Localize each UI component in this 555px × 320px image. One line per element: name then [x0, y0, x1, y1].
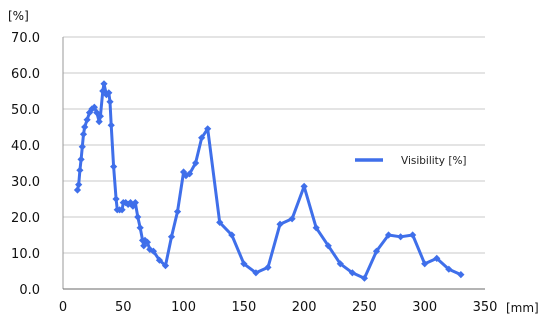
data-point-marker [372, 247, 381, 255]
data-point-marker [348, 269, 356, 277]
data-point-marker [95, 118, 103, 126]
data-point-marker [155, 256, 164, 264]
data-point-marker [288, 215, 296, 223]
legend: Visibility [%] [355, 155, 467, 167]
data-point-marker [81, 123, 89, 131]
x-tick-label: 250 [352, 300, 377, 315]
data-point-marker [360, 274, 369, 282]
data-point-marker [131, 199, 139, 207]
axis-layer: 0.0 10.0 20.0 30.0 40.0 50.0 60.0 70.0 0 50 100 150… [11, 31, 497, 315]
y-tick-label: 40.0 [11, 139, 40, 154]
data-point-marker [192, 159, 200, 167]
data-point-marker [134, 213, 142, 221]
data-point-marker [228, 231, 236, 239]
data-point-marker [118, 206, 126, 214]
data-point-marker [79, 130, 88, 138]
series-layer [73, 80, 465, 282]
data-point-marker [140, 242, 148, 250]
data-point-marker [83, 116, 91, 124]
data-point-marker [204, 125, 212, 133]
x-tick-label: 350 [473, 300, 498, 315]
data-point-marker [252, 269, 260, 277]
data-point-marker [73, 186, 82, 194]
x-tick-label: 200 [292, 300, 317, 315]
data-point-marker [397, 233, 405, 241]
data-point-marker [457, 271, 465, 279]
data-point-marker [106, 98, 114, 106]
data-point-marker [136, 224, 144, 232]
data-point-marker [186, 170, 194, 178]
data-point-marker [445, 265, 453, 273]
data-point-marker [143, 238, 151, 246]
data-point-marker [90, 103, 98, 111]
data-point-marker [433, 254, 441, 262]
y-tick-label: 70.0 [11, 31, 40, 46]
y-tick-label: 60.0 [11, 67, 40, 82]
data-point-marker [384, 231, 393, 239]
y-tick-label: 30.0 [11, 175, 40, 190]
data-point-marker [100, 80, 108, 88]
data-point-marker [77, 155, 85, 163]
data-point-marker [312, 224, 320, 232]
y-tick-label: 10.0 [11, 247, 40, 262]
data-point-marker [264, 263, 272, 271]
y-axis-unit: [%] [8, 9, 29, 23]
data-point-marker [198, 134, 206, 142]
x-tick-label: 300 [412, 300, 437, 315]
x-tick-label: 0 [59, 300, 67, 315]
x-tick-label: 100 [171, 300, 196, 315]
data-point-marker [93, 109, 101, 117]
y-tick-label: 50.0 [11, 103, 40, 118]
y-tick-label: 20.0 [11, 211, 40, 226]
data-point-marker [99, 87, 107, 95]
data-point-marker [149, 247, 158, 255]
data-point-marker [161, 262, 170, 270]
data-point-marker [300, 182, 308, 190]
data-point-marker [112, 195, 120, 203]
x-tick-label: 150 [231, 300, 256, 315]
data-point-marker [96, 112, 104, 120]
data-point-marker [105, 89, 113, 97]
data-point-marker [110, 163, 118, 171]
data-point-marker [276, 220, 284, 228]
data-point-marker [75, 181, 83, 189]
data-point-marker [107, 121, 115, 129]
x-axis-unit: [mm] [506, 301, 539, 315]
grid-layer [63, 36, 485, 290]
data-point-marker [409, 231, 417, 239]
data-point-marker [78, 143, 86, 151]
x-tick-label: 50 [115, 300, 132, 315]
data-point-marker [336, 260, 344, 268]
data-point-marker [324, 242, 332, 250]
data-point-marker [173, 208, 182, 216]
data-point-marker [167, 233, 176, 241]
data-point-marker [240, 260, 248, 268]
data-point-marker [216, 218, 224, 226]
y-tick-label: 0.0 [19, 283, 40, 298]
data-point-marker [76, 166, 84, 174]
data-point-marker [421, 260, 429, 268]
legend-label: Visibility [%] [401, 155, 467, 167]
